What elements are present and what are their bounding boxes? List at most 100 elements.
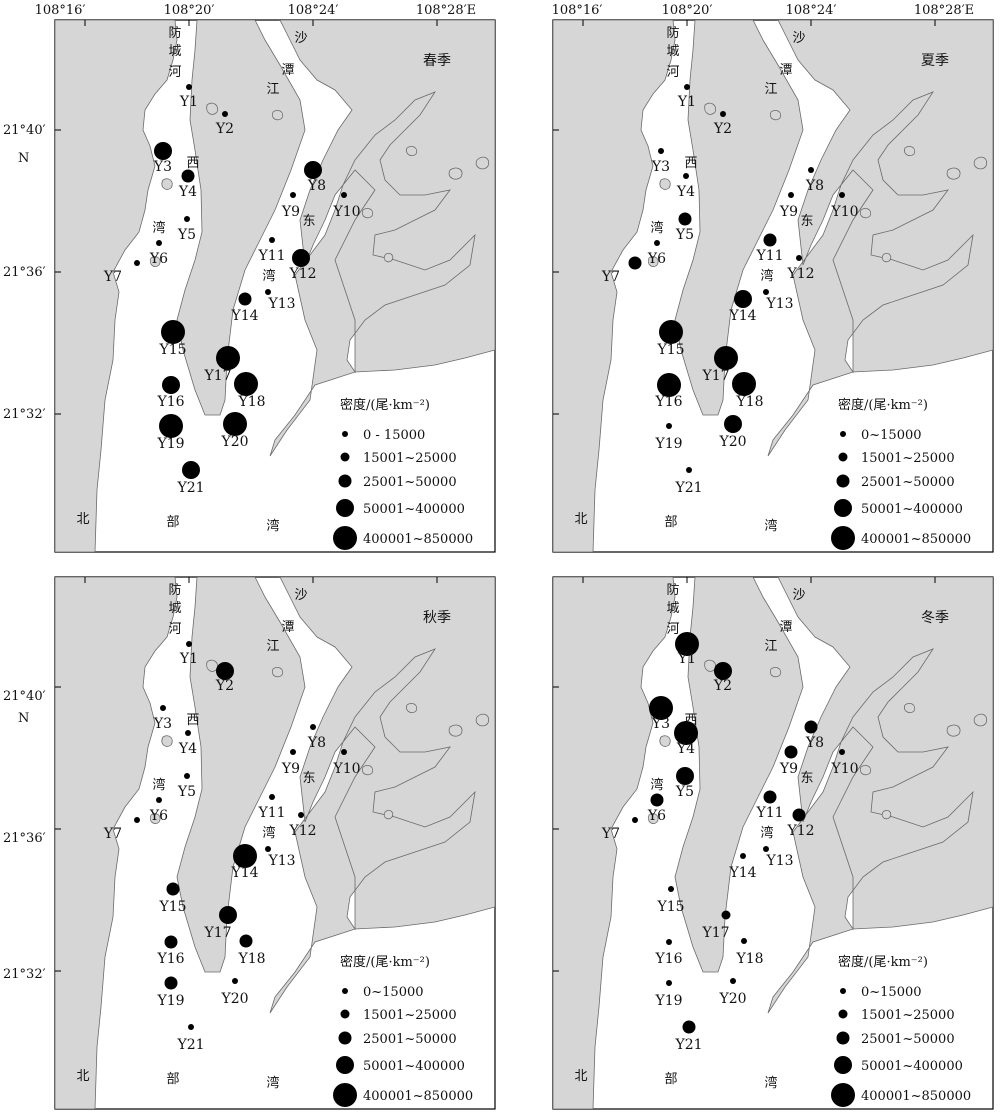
legend-item-label: 400001~850000 (861, 1089, 971, 1104)
station-label: Y19 (156, 436, 184, 452)
place-label-beibu-gulf: 北 (574, 1069, 587, 1084)
legend-item-label: 15001~25000 (861, 1008, 955, 1023)
place-label-beibu-gulf: 部 (664, 515, 677, 530)
place-label-west-bay: 西 (186, 713, 199, 728)
station-label: Y21 (674, 1037, 702, 1053)
station-dot-y17 (714, 346, 738, 370)
legend-title: 密度/(尾·km⁻²) (340, 954, 430, 970)
station-dot-y11 (763, 233, 777, 247)
station-dot-y3 (160, 705, 166, 711)
station-dot-y12 (292, 249, 310, 267)
station-label: Y11 (257, 248, 285, 264)
lat-tick-label: 21°32′ (3, 407, 46, 422)
station-dot-y18 (234, 372, 258, 396)
station-label: Y20 (718, 991, 746, 1007)
station-dot-y15 (659, 320, 683, 344)
place-label-west-bay: 湾 (152, 220, 165, 236)
station-label: Y1 (179, 651, 198, 667)
station-label: Y13 (765, 853, 793, 869)
station-dot-y13 (763, 289, 769, 295)
station-label: Y20 (220, 434, 248, 450)
station-label: Y15 (656, 899, 684, 915)
legend-item-label: 400001~850000 (363, 532, 473, 547)
station-label: Y5 (675, 227, 694, 243)
station-label: Y17 (203, 925, 231, 941)
station-label: Y5 (675, 784, 694, 800)
station-label: Y19 (654, 436, 682, 452)
legend-title: 密度/(尾·km⁻²) (838, 954, 928, 970)
place-label-fangcheng-river: 河 (666, 622, 679, 637)
place-label-east-bay: 湾 (262, 268, 275, 284)
legend-symbol (838, 1009, 848, 1019)
station-label: Y19 (654, 993, 682, 1009)
place-label-shatan-river: 江 (266, 639, 279, 654)
station-dot-y11 (269, 237, 275, 243)
station-dot-y6 (654, 240, 660, 246)
place-label-shatan-river: 沙 (294, 31, 307, 46)
place-label-east-bay: 湾 (262, 825, 275, 841)
station-label: Y9 (281, 761, 300, 777)
legend-symbol (340, 1009, 350, 1019)
lat-tick-label: 21°36′ (3, 265, 46, 280)
station-dot-y2 (222, 111, 228, 117)
station-dot-y1 (684, 84, 690, 90)
station-dot-y11 (269, 794, 275, 800)
place-label-fangcheng-river: 城 (168, 44, 181, 59)
station-label: Y15 (656, 342, 684, 358)
place-label-east-bay: 湾 (760, 825, 773, 841)
station-label: Y21 (176, 1037, 204, 1053)
station-label: Y1 (179, 94, 198, 110)
legend-item-label: 0~15000 (861, 428, 922, 443)
station-dot-y3 (658, 148, 664, 154)
station-dot-y1 (675, 632, 699, 656)
station-dot-y14 (233, 844, 257, 868)
station-dot-y17 (216, 346, 240, 370)
station-dot-y18 (741, 938, 747, 944)
station-label: Y2 (215, 121, 234, 137)
station-label: Y7 (103, 269, 122, 285)
station-dot-y8 (310, 724, 316, 730)
legend-item-label: 50001~400000 (861, 1059, 963, 1074)
place-label-shatan-river: 潭 (281, 620, 294, 635)
station-dot-y14 (734, 290, 752, 308)
place-label-west-bay: 湾 (152, 777, 165, 793)
place-label-shatan-river: 潭 (779, 620, 792, 635)
lon-tick-label: 108°16′ (552, 3, 603, 18)
legend-symbol (831, 526, 855, 550)
station-label: Y2 (215, 678, 234, 694)
station-label: Y3 (651, 716, 670, 732)
legend-item-label: 25001~50000 (861, 1032, 955, 1047)
place-label-east-bay: 东 (800, 771, 813, 786)
map-panel-summer: 防城河沙潭江西湾 东湾北部湾 Y1Y2Y3Y4Y5Y6Y7Y8Y9 Y10Y11Y1… (553, 20, 993, 552)
station-label: Y15 (158, 342, 186, 358)
lon-tick-label: 108°20′ (164, 3, 215, 18)
station-label: Y2 (713, 678, 732, 694)
legend-symbol (834, 1056, 852, 1074)
station-label: Y18 (735, 951, 763, 967)
station-dot-y14 (238, 292, 252, 306)
station-dot-y6 (156, 240, 162, 246)
station-dot-y20 (232, 978, 238, 984)
place-label-fangcheng-river: 防 (666, 582, 679, 598)
legend-symbol (338, 474, 352, 488)
station-dot-y13 (763, 846, 769, 852)
station-label: Y3 (153, 716, 172, 732)
station-label: Y7 (103, 826, 122, 842)
station-dot-y3 (649, 696, 673, 720)
place-label-east-bay: 东 (302, 214, 315, 229)
station-dot-y9 (788, 192, 794, 198)
map-panel-winter: 防城河沙潭江西湾 东湾北部湾 Y1Y2Y3Y4Y5Y6Y7Y8Y9 Y10Y11Y1… (553, 577, 993, 1109)
place-label-shatan-river: 沙 (294, 588, 307, 603)
place-label-beibu-gulf: 部 (166, 515, 179, 530)
station-label: Y13 (765, 296, 793, 312)
legend-symbol (333, 526, 357, 550)
station-dot-y15 (166, 882, 180, 896)
lat-tick-label: 21°36′ (3, 831, 46, 846)
station-dot-y5 (184, 773, 190, 779)
place-label-shatan-river: 潭 (281, 63, 294, 78)
station-dot-y4 (181, 169, 195, 183)
station-label: Y14 (728, 865, 756, 881)
station-dot-y7 (628, 256, 642, 270)
station-label: Y13 (267, 296, 295, 312)
station-label: Y14 (230, 308, 258, 324)
